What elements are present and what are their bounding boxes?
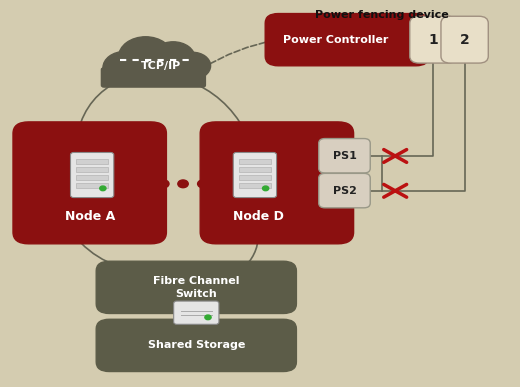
- Circle shape: [150, 60, 183, 85]
- FancyBboxPatch shape: [76, 175, 108, 180]
- FancyBboxPatch shape: [76, 159, 108, 164]
- FancyBboxPatch shape: [200, 122, 354, 244]
- Text: 1: 1: [428, 33, 438, 47]
- FancyBboxPatch shape: [410, 16, 457, 63]
- Text: PS2: PS2: [333, 186, 356, 195]
- Circle shape: [124, 61, 157, 86]
- Circle shape: [198, 180, 208, 188]
- FancyBboxPatch shape: [239, 183, 271, 188]
- FancyBboxPatch shape: [319, 139, 370, 173]
- FancyBboxPatch shape: [174, 301, 219, 324]
- FancyBboxPatch shape: [101, 68, 205, 87]
- FancyBboxPatch shape: [76, 167, 108, 172]
- FancyBboxPatch shape: [233, 152, 277, 197]
- Circle shape: [159, 180, 169, 188]
- Text: TCP/IP: TCP/IP: [141, 61, 181, 71]
- Text: 2: 2: [460, 33, 470, 47]
- FancyBboxPatch shape: [265, 14, 429, 66]
- Circle shape: [174, 52, 211, 79]
- Circle shape: [205, 315, 211, 320]
- FancyBboxPatch shape: [76, 183, 108, 188]
- FancyBboxPatch shape: [96, 319, 296, 372]
- FancyBboxPatch shape: [239, 175, 271, 180]
- FancyBboxPatch shape: [441, 16, 488, 63]
- FancyBboxPatch shape: [239, 167, 271, 172]
- Circle shape: [263, 186, 269, 191]
- Circle shape: [119, 37, 173, 77]
- Text: Shared Storage: Shared Storage: [148, 341, 245, 350]
- Circle shape: [178, 180, 188, 188]
- Circle shape: [217, 180, 228, 188]
- FancyBboxPatch shape: [96, 261, 296, 313]
- FancyBboxPatch shape: [71, 152, 114, 197]
- Text: Power fencing device: Power fencing device: [315, 10, 449, 21]
- Circle shape: [151, 42, 195, 74]
- Text: Power Controller: Power Controller: [283, 35, 389, 45]
- Text: Node A: Node A: [64, 210, 115, 223]
- FancyBboxPatch shape: [319, 173, 370, 208]
- FancyBboxPatch shape: [239, 159, 271, 164]
- Text: Node D: Node D: [233, 210, 284, 223]
- Text: PS1: PS1: [333, 151, 356, 161]
- FancyBboxPatch shape: [13, 122, 166, 244]
- Circle shape: [100, 186, 106, 191]
- Text: Fibre Channel
Switch: Fibre Channel Switch: [153, 276, 240, 299]
- Circle shape: [103, 51, 147, 84]
